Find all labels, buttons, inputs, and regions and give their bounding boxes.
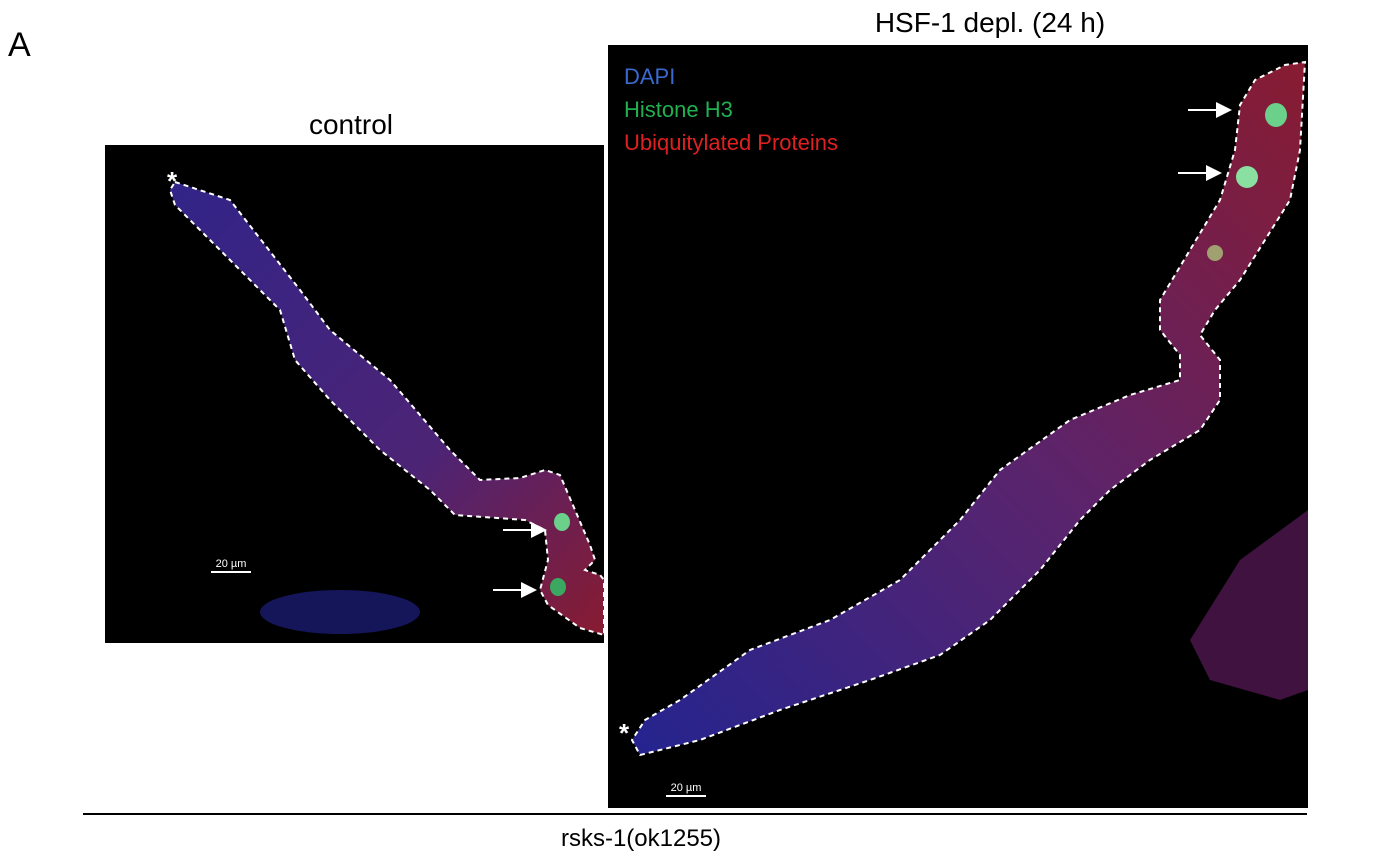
scale-bar-label: 20 µm [216, 558, 247, 570]
gonad-outline [630, 60, 1307, 757]
genotype-label: rsks-1(ok1255) [561, 825, 721, 852]
nucleus [554, 513, 570, 531]
gonad [170, 182, 604, 635]
scale-bar-label: 20 µm [671, 782, 702, 794]
legend-entry: Histone H3 [624, 97, 733, 122]
legend-entry: DAPI [624, 64, 675, 89]
background-tissue [260, 590, 420, 634]
nucleus [550, 578, 566, 596]
nucleus [1236, 166, 1258, 188]
gonad-outline [168, 180, 605, 637]
tip-marker: * [619, 718, 630, 748]
tip-marker: * [167, 166, 178, 196]
nucleus [1207, 245, 1223, 261]
panel-label: A [8, 26, 31, 64]
nucleus [1265, 103, 1287, 127]
panel-title: control [309, 109, 393, 140]
panel-title: HSF-1 depl. (24 h) [875, 7, 1105, 38]
legend-entry: Ubiquitylated Proteins [624, 130, 838, 155]
background-tissue [1190, 510, 1308, 700]
